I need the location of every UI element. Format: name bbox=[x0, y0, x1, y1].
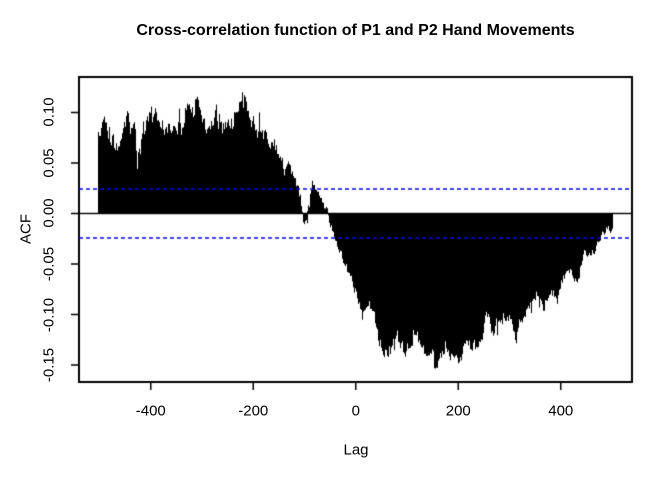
y-tick-label: 0.05 bbox=[40, 148, 58, 178]
y-tick-label: 0.10 bbox=[40, 97, 58, 128]
y-tick-label: -0.15 bbox=[40, 347, 58, 383]
y-tick-label: 0.00 bbox=[40, 198, 58, 229]
x-tick-label: 0 bbox=[351, 402, 360, 420]
y-tick-label: -0.10 bbox=[40, 297, 58, 332]
x-tick-label: -200 bbox=[238, 402, 269, 420]
y-tick-label: -0.05 bbox=[40, 246, 58, 282]
x-tick-label: -400 bbox=[135, 402, 166, 420]
chart-title: Cross-correlation function of P1 and P2 … bbox=[136, 22, 575, 39]
x-tick-label: 400 bbox=[548, 402, 574, 420]
y-axis-label: ACF bbox=[17, 214, 35, 244]
x-axis-label: Lag bbox=[343, 441, 369, 459]
x-tick-label: 200 bbox=[445, 402, 471, 420]
